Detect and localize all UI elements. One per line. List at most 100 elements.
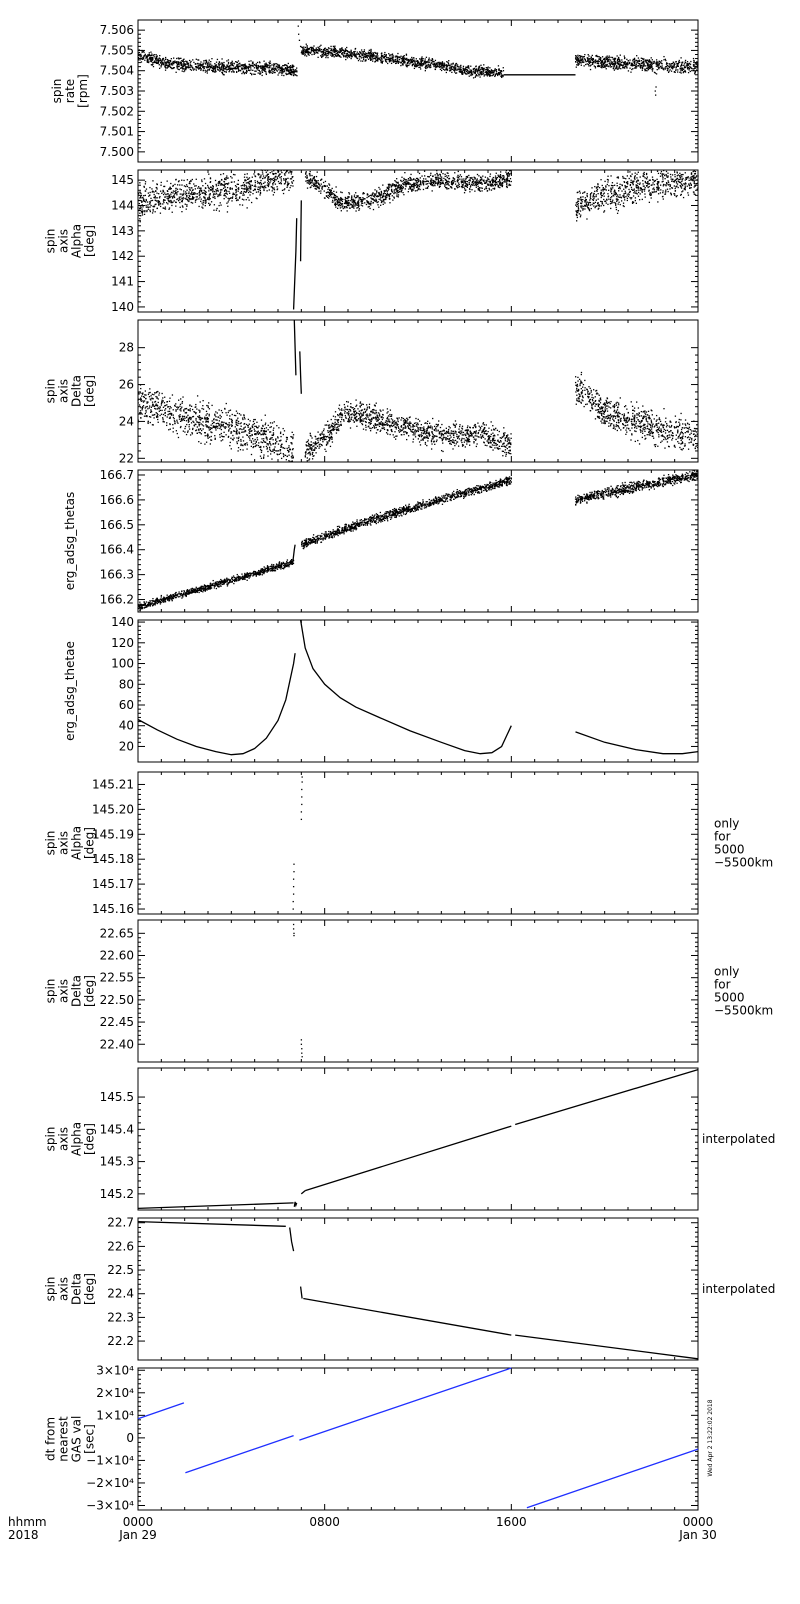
data-point [435, 174, 436, 175]
data-point [205, 201, 206, 202]
data-point [139, 191, 140, 192]
data-point [243, 182, 244, 183]
data-point [461, 179, 462, 180]
y-axis-label-line: axis [57, 229, 71, 253]
data-point [237, 184, 238, 185]
data-point [250, 192, 251, 193]
data-point [236, 190, 237, 191]
data-point [141, 197, 142, 198]
data-point [208, 199, 209, 200]
data-point [311, 54, 312, 55]
data-point [157, 208, 158, 209]
data-point [478, 66, 479, 67]
data-point [407, 180, 408, 181]
data-point [599, 56, 600, 57]
data-point [160, 59, 161, 60]
data-point [676, 63, 677, 64]
data-point [493, 72, 494, 73]
data-point [473, 71, 474, 72]
data-point [440, 175, 441, 176]
data-point [407, 63, 408, 64]
data-point [611, 61, 612, 62]
data-point [267, 180, 268, 181]
data-point [598, 61, 599, 62]
data-point [265, 64, 266, 65]
data-point [599, 66, 600, 67]
data-point [441, 63, 442, 64]
data-point [420, 177, 421, 178]
data-point [377, 58, 378, 59]
data-point [257, 181, 258, 182]
data-point [463, 66, 464, 67]
data-point [305, 49, 306, 50]
data-point [342, 205, 343, 206]
data-point [140, 208, 141, 209]
data-point [218, 185, 219, 186]
data-point [256, 192, 257, 193]
data-point [311, 49, 312, 50]
data-point [263, 183, 264, 184]
data-point [220, 204, 221, 205]
data-point [437, 174, 438, 175]
data-point [301, 51, 302, 52]
data-point [348, 203, 349, 204]
data-point [661, 68, 662, 69]
data-point [285, 64, 286, 65]
data-point [247, 67, 248, 68]
data-point [218, 190, 219, 191]
data-point [163, 200, 164, 201]
data-point [361, 199, 362, 200]
series-band-1 [138, 49, 298, 76]
data-point [454, 71, 455, 72]
data-point [643, 61, 644, 62]
data-point [506, 184, 507, 185]
data-point [469, 182, 470, 183]
data-point [326, 196, 327, 197]
data-point [364, 202, 365, 203]
data-point [246, 71, 247, 72]
data-point [258, 182, 259, 183]
data-point [141, 55, 142, 56]
data-point [321, 49, 322, 50]
data-point [182, 205, 183, 206]
data-point [232, 70, 233, 71]
data-point [406, 55, 407, 56]
data-point [373, 199, 374, 200]
data-point [377, 55, 378, 56]
data-point [601, 67, 602, 68]
data-point [350, 200, 351, 201]
data-point [337, 208, 338, 209]
data-point [411, 179, 412, 180]
data-point [173, 195, 174, 196]
data-point [606, 57, 607, 58]
data-point [459, 184, 460, 185]
data-point [421, 60, 422, 61]
data-point [582, 59, 583, 60]
data-point [283, 193, 284, 194]
data-point [193, 197, 194, 198]
data-point [230, 187, 231, 188]
data-point [303, 52, 304, 53]
data-point [200, 201, 201, 202]
data-point [190, 67, 191, 68]
data-point [248, 199, 249, 200]
data-point [686, 65, 687, 66]
y-tick-label: 7.503 [100, 84, 134, 98]
data-point [462, 74, 463, 75]
data-point [428, 183, 429, 184]
data-point [387, 187, 388, 188]
data-point [438, 181, 439, 182]
data-point [151, 55, 152, 56]
data-point [285, 172, 286, 173]
data-point [212, 191, 213, 192]
data-point [246, 186, 247, 187]
data-point [189, 199, 190, 200]
data-point [446, 69, 447, 70]
data-point [478, 189, 479, 190]
data-point [373, 56, 374, 57]
series-band-1 [137, 169, 294, 222]
data-point [228, 66, 229, 67]
data-point [328, 197, 329, 198]
data-point [405, 188, 406, 189]
